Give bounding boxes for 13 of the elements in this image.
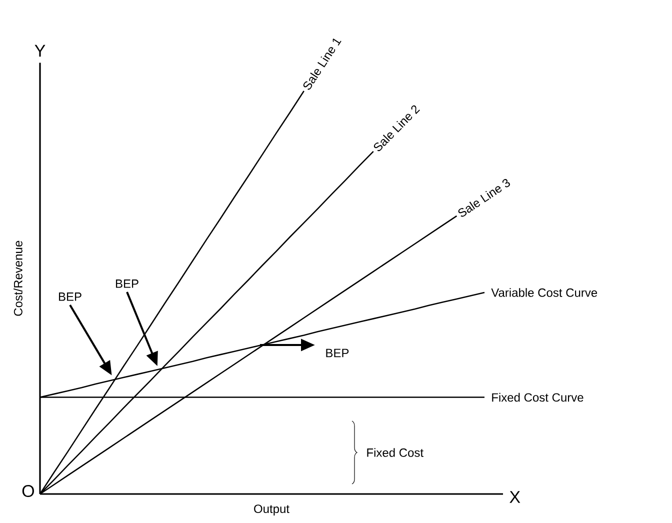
y-axis-title: Cost/Revenue	[14, 240, 22, 316]
series-label: Variable Cost Curve	[491, 288, 598, 297]
text: Sale Line 2	[374, 105, 420, 152]
annotation: BEP	[116, 280, 138, 288]
x-axis-title: Output	[254, 504, 290, 516]
annotation: BEP	[326, 348, 349, 358]
annotation: Fixed Cost	[367, 448, 424, 457]
text: Sale Line 3	[458, 179, 510, 217]
annotation: BEP	[58, 292, 82, 301]
text: O	[22, 484, 34, 498]
ref-line-label: Fixed Cost Curve	[492, 392, 584, 402]
text: Y	[34, 44, 46, 57]
text: X	[510, 491, 520, 503]
